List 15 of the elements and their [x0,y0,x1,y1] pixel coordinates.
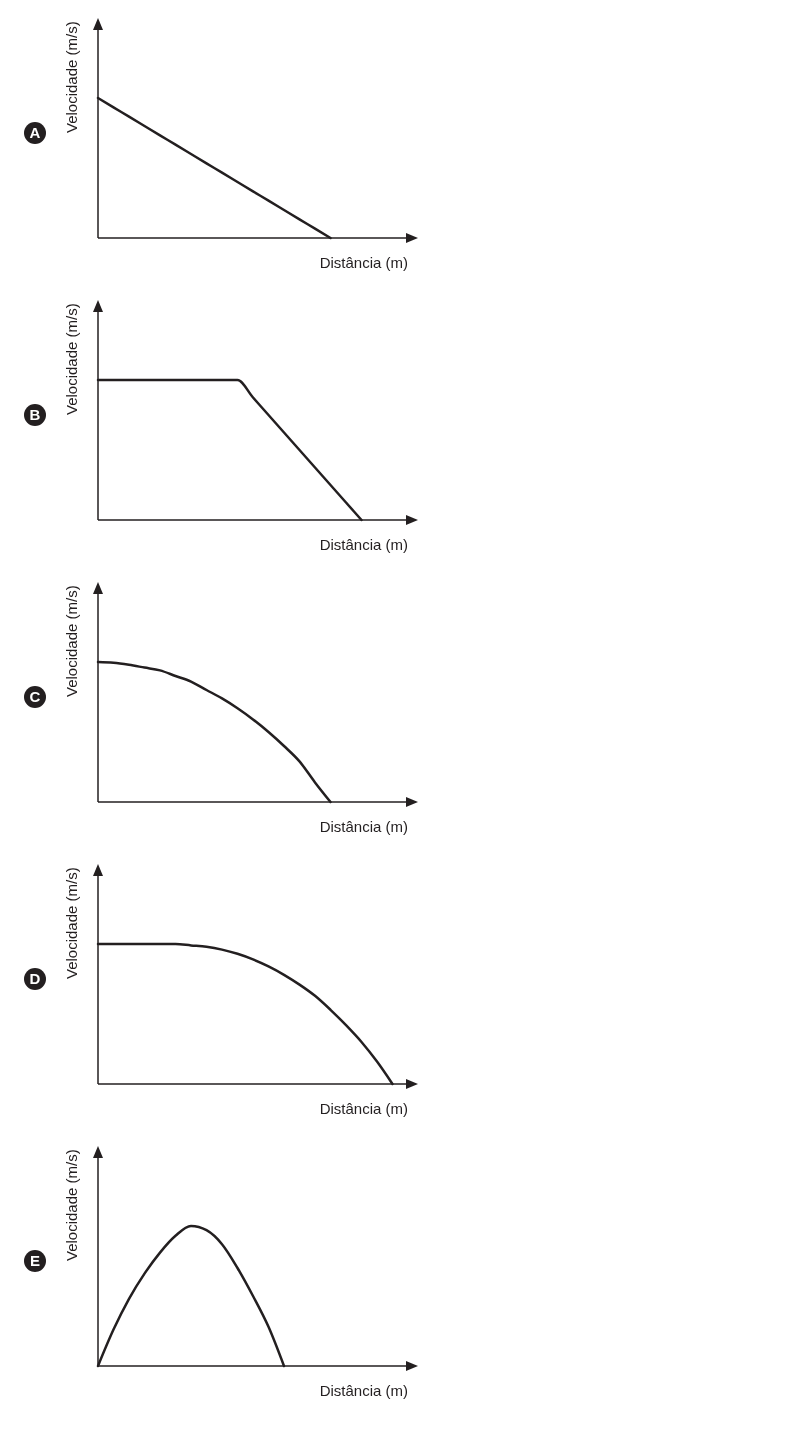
text: E [24,1250,46,1272]
y-axis-title: Velocidade (m/s) [63,585,81,697]
y-axis-title: Velocidade (m/s) [63,21,81,133]
x-axis-title: Distância (m) [319,1382,408,1399]
text: C [24,686,46,708]
x-axis-title: Distância (m) [319,818,408,835]
x-axis-title: Distância (m) [319,1100,408,1117]
text: A [24,122,46,144]
y-axis-title: Velocidade (m/s) [63,303,81,415]
y-axis-title: Velocidade (m/s) [63,867,81,979]
text: B [24,404,46,426]
text: D [24,968,46,990]
x-axis-title: Distância (m) [319,536,408,553]
y-axis-title: Velocidade (m/s) [63,1149,81,1261]
x-axis-title: Distância (m) [319,254,408,271]
